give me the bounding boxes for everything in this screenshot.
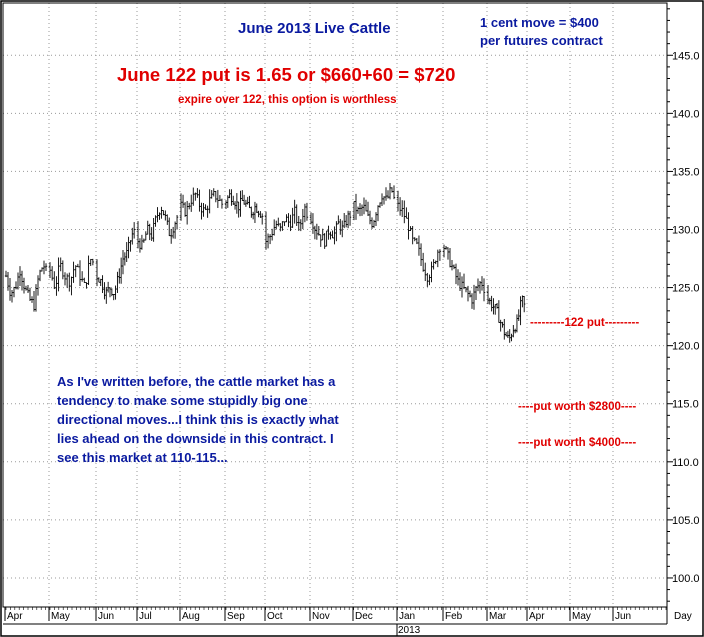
- chart-title: June 2013 Live Cattle: [238, 20, 391, 37]
- commentary-line-1: As I've written before, the cattle marke…: [57, 374, 336, 389]
- commentary-line-2: tendency to make some stupidly big one: [57, 393, 308, 408]
- y-tick-label: 105.0: [672, 515, 700, 527]
- y-tick-label: 110.0: [672, 457, 699, 469]
- put-price-headline: June 122 put is 1.65 or $660+60 = $720: [117, 64, 456, 85]
- x-tick-label: Apr: [529, 611, 545, 622]
- y-axis: 100.0 105.0 110.0 115.0 120.0 125.0 130.0 135.0…: [667, 8, 700, 602]
- x-tick-label: Nov: [312, 611, 330, 622]
- x-tick-label: Jan: [399, 611, 415, 622]
- y-tick-label: 140.0: [672, 108, 700, 120]
- commentary-line-5: see this market at 110-115...: [57, 450, 228, 465]
- x-tick-label: Aug: [182, 611, 200, 622]
- y-tick-label: 120.0: [672, 341, 700, 353]
- commentary-line-4: lies ahead on the downside in this contr…: [57, 431, 334, 446]
- x-axis: Apr May Jun Jul Aug Sep Oct Nov Dec Jan Feb Mar Apr M…: [3, 607, 692, 636]
- cent-move-note-line1: 1 cent move = $400: [480, 15, 599, 30]
- x-tick-label: May: [51, 611, 70, 622]
- y-tick-label: 115.0: [672, 399, 699, 411]
- x-tick-label: May: [572, 611, 591, 622]
- x-tick-label: Jun: [615, 611, 631, 622]
- cent-move-note-line2: per futures contract: [480, 33, 603, 48]
- commentary-line-3: directional moves...I think this is exac…: [57, 412, 339, 427]
- year-label: 2013: [398, 625, 421, 636]
- y-tick-label: 145.0: [672, 50, 700, 62]
- ref-label-122-put: ---------122 put---------: [530, 317, 640, 329]
- y-tick-label: 130.0: [672, 225, 700, 237]
- x-tick-label: Jun: [98, 611, 114, 622]
- y-tick-label: 135.0: [672, 166, 700, 178]
- x-tick-label: Sep: [227, 611, 245, 622]
- x-tick-label: Apr: [7, 611, 23, 622]
- x-tick-label: Mar: [489, 611, 507, 622]
- x-tick-label: Jul: [139, 611, 152, 622]
- x-tick-label: Oct: [267, 611, 283, 622]
- price-bars: [4, 182, 526, 343]
- expiry-note: expire over 122, this option is worthles…: [178, 94, 397, 106]
- chart-grid: [3, 3, 667, 607]
- ref-label-put-2800: ----put worth $2800----: [518, 401, 637, 413]
- y-tick-label: 100.0: [672, 573, 700, 585]
- x-tick-label: Feb: [445, 611, 463, 622]
- y-tick-label: 125.0: [672, 283, 700, 295]
- x-tick-label: Dec: [355, 611, 373, 622]
- ref-label-put-4000: ----put worth $4000----: [518, 437, 637, 449]
- x-unit-label: Day: [674, 611, 692, 622]
